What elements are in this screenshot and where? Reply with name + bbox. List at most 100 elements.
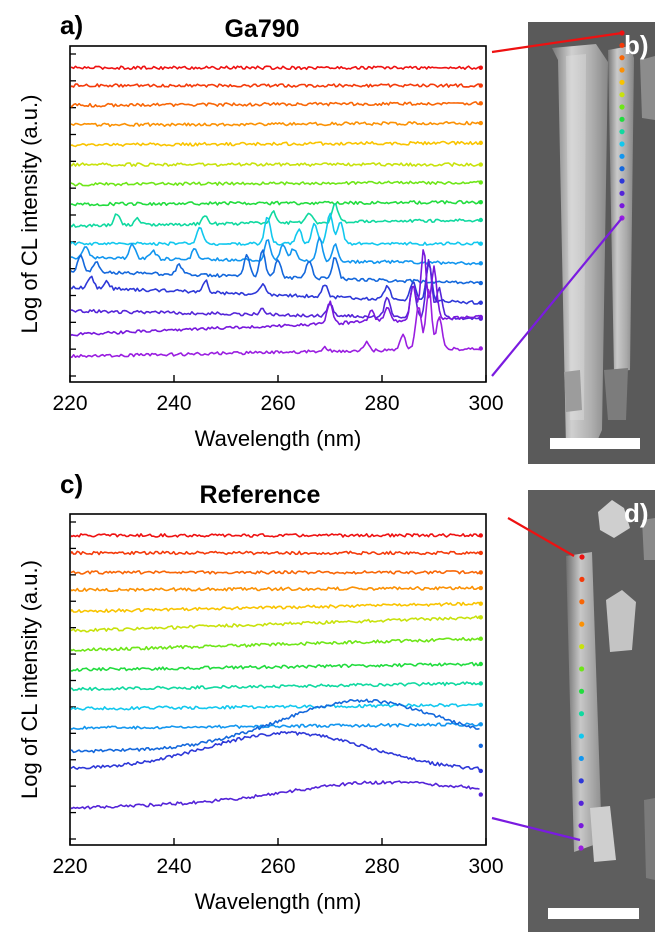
sem-point-5 xyxy=(579,643,585,650)
spectrum-line-2 xyxy=(71,550,480,556)
spectrum-line-13 xyxy=(71,730,481,771)
debris-d-top xyxy=(598,500,630,538)
connector-d-bottom xyxy=(491,816,581,842)
sem-points-b xyxy=(619,30,625,221)
spectrum-end-point-12 xyxy=(478,280,483,286)
spectrum-end-point-5 xyxy=(478,601,483,606)
sem-point-1 xyxy=(579,554,585,560)
sem-point-10 xyxy=(578,755,584,762)
spectrum-end-point-15 xyxy=(478,314,483,320)
scale-bar-b xyxy=(550,438,640,449)
spectrum-end-point-8 xyxy=(478,661,483,667)
spectrum-line-8 xyxy=(71,199,481,207)
panel-c-label: c) xyxy=(60,469,83,499)
spectrum-end-point-6 xyxy=(478,162,483,167)
spectra xyxy=(71,533,481,810)
sem-point-12 xyxy=(619,166,625,172)
spectrum-end-point-7 xyxy=(478,636,483,641)
sem-point-14 xyxy=(619,190,625,196)
spectrum-line-5 xyxy=(71,601,480,614)
sem-point-8 xyxy=(619,116,625,122)
panel-a: a) Ga790 220 240 260 280 300 Wavelength (nm) L… xyxy=(17,10,504,451)
sem-points-d xyxy=(578,554,585,851)
x-tick-label: 260 xyxy=(260,392,295,415)
sem-point-4 xyxy=(619,67,625,73)
spectrum-end-point-11 xyxy=(478,261,483,266)
spectrum-end-point-16 xyxy=(478,346,483,351)
x-tick-label: 280 xyxy=(364,392,399,415)
nanowire-b-highlight xyxy=(566,54,586,420)
spectra xyxy=(71,65,481,359)
panel-c-title: Reference xyxy=(200,481,321,509)
x-tick-label: 260 xyxy=(260,855,295,878)
plot-frame xyxy=(69,513,487,846)
spectrum-end-point-10 xyxy=(478,241,483,246)
x-tick-label: 300 xyxy=(468,855,503,878)
x-tick-label: 220 xyxy=(52,392,87,415)
connector-b-top xyxy=(491,31,623,54)
panel-d-label: d) xyxy=(624,498,649,528)
sem-point-9 xyxy=(619,129,625,135)
spectrum-line-6 xyxy=(71,162,480,167)
sem-point-13 xyxy=(578,823,584,829)
chart-c: 220 240 260 280 300 Wavelength (nm) Log of CL … xyxy=(17,513,504,914)
spectrum-end-point-14 xyxy=(478,792,483,797)
sem-point-3 xyxy=(619,55,625,61)
sem-image-d: d) xyxy=(491,490,655,932)
sem-point-5 xyxy=(619,79,625,85)
sem-point-6 xyxy=(619,92,625,98)
spectrum-end-point-2 xyxy=(478,83,483,88)
spectrum-end-point-8 xyxy=(478,199,483,205)
panel-c: c) Reference 220 240 260 280 300 Wavelength (… xyxy=(17,469,504,914)
spectrum-end-point-7 xyxy=(478,180,483,185)
chart-a: 220 240 260 280 300 Wavelength (nm) Log of CL … xyxy=(17,45,504,451)
debris-d-bottom xyxy=(590,806,616,862)
x-tick-label: 300 xyxy=(468,392,503,415)
sem-point-13 xyxy=(619,178,625,184)
nanowire-b-debris xyxy=(564,370,582,412)
spectrum-line-3 xyxy=(71,101,480,108)
spectrum-line-10 xyxy=(71,212,481,246)
nanowire-d-main xyxy=(566,552,602,852)
spectrum-line-14 xyxy=(71,780,480,810)
spectrum-line-2 xyxy=(71,83,480,88)
spectrum-end-point-4 xyxy=(478,585,483,591)
panel-a-label: a) xyxy=(60,10,83,40)
spectrum-line-11 xyxy=(71,722,481,730)
sem-point-2 xyxy=(619,42,625,48)
spectrum-end-point-12 xyxy=(478,743,483,748)
x-axis-label: Wavelength (nm) xyxy=(195,426,362,451)
spectrum-line-9 xyxy=(71,202,481,228)
sem-point-4 xyxy=(579,621,585,627)
connector-b-bottom xyxy=(491,217,623,377)
spectrum-end-point-9 xyxy=(478,217,483,223)
x-tick-label: 220 xyxy=(52,855,87,878)
y-axis-label: Log of CL intensity (a.u.) xyxy=(17,95,42,334)
sem-point-12 xyxy=(578,800,584,806)
sem-point-14 xyxy=(578,845,584,851)
spectrum-line-12 xyxy=(71,249,480,285)
spectrum-line-9 xyxy=(71,681,480,692)
spectrum-line-3 xyxy=(71,570,480,575)
sem-point-3 xyxy=(579,599,585,605)
nanowire-b-tip xyxy=(604,368,628,420)
panel-b-label: b) xyxy=(624,30,649,60)
x-axis-label: Wavelength (nm) xyxy=(195,889,362,914)
spectrum-end-point-2 xyxy=(478,550,483,556)
sem-point-6 xyxy=(579,666,585,672)
spectrum-end-point-1 xyxy=(478,65,483,70)
spectrum-end-point-5 xyxy=(478,140,483,146)
spectrum-line-12 xyxy=(71,698,480,754)
spectrum-end-point-3 xyxy=(478,101,483,106)
y-axis-label: Log of CL intensity (a.u.) xyxy=(17,560,42,799)
x-tick-label: 240 xyxy=(156,392,191,415)
sem-point-15 xyxy=(619,203,625,209)
spectrum-line-4 xyxy=(71,120,480,128)
nanowire-b-main xyxy=(552,44,608,448)
spectrum-line-7 xyxy=(71,180,480,187)
spectrum-line-4 xyxy=(71,585,480,593)
sem-point-2 xyxy=(579,576,585,582)
sem-point-7 xyxy=(578,688,585,694)
connector-d-top xyxy=(507,517,575,557)
